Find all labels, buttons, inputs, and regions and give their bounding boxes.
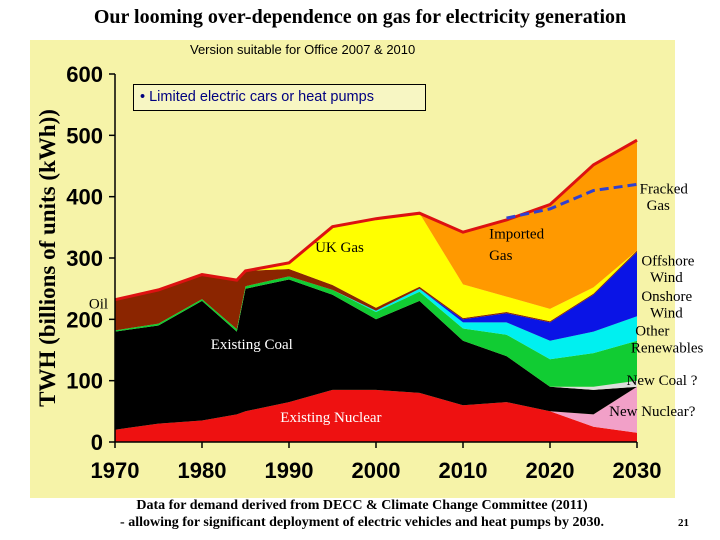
x-tick-label: 2010 — [439, 458, 488, 483]
annotation-gas: Gas — [489, 248, 512, 264]
slide-title: Our looming over-dependence on gas for e… — [93, 6, 627, 28]
annotation-new-nuclear: New Nuclear? — [609, 404, 696, 420]
y-axis-label: TWH (billions of units (kWh)) — [35, 109, 60, 407]
fracked-gas-dashed-line — [506, 182, 638, 220]
version-note: Version suitable for Office 2007 & 2010 — [190, 42, 416, 57]
annotation-oil: Oil — [89, 296, 108, 312]
annotation-group: Existing Nuclear Existing Coal Oil UK Gas Im… — [89, 182, 704, 426]
annotation-imported: Imported — [489, 226, 544, 242]
area-offshore-wind — [115, 251, 637, 341]
annotation-existing-nuclear: Existing Nuclear — [280, 410, 381, 426]
annotation-uk-gas: UK Gas — [315, 240, 364, 256]
axes-group: 0 100 200 300 400 500 600 1970 1980 1990 2000 2010 2… — [66, 62, 661, 483]
x-tick-label: 2000 — [352, 458, 401, 483]
page-number: 21 — [678, 517, 689, 529]
annotation-wind: Wind — [650, 270, 683, 286]
x-tick-label: 1980 — [178, 458, 227, 483]
annotation-fracked: Fracked — [640, 182, 689, 198]
y-tick-label: 500 — [66, 123, 103, 148]
x-tick-label: 1990 — [265, 458, 314, 483]
area-imported-gas — [115, 140, 637, 309]
y-tick-label: 0 — [91, 430, 103, 455]
y-tick-label: 300 — [66, 246, 103, 271]
total-demand-line — [114, 138, 638, 302]
area-other-renewables — [115, 276, 637, 387]
annotation-gas: Gas — [647, 198, 670, 214]
footer-line-2: - allowing for significant deployment of… — [120, 515, 604, 530]
x-tick-label: 2030 — [613, 458, 662, 483]
demand-note-box: • Limited electric cars or heat pumps — [133, 84, 426, 111]
annotation-offshore: Offshore — [641, 253, 694, 269]
annotation-wind: Wind — [650, 305, 683, 321]
area-oil — [115, 250, 637, 331]
annotation-new-coal: New Coal ? — [627, 373, 698, 389]
x-tick-label: 2020 — [526, 458, 575, 483]
x-tick-label: 1970 — [91, 458, 140, 483]
y-tick-label: 100 — [66, 369, 103, 394]
area-uk-gas — [115, 213, 637, 322]
annotation-existing-coal: Existing Coal — [211, 337, 293, 353]
y-tick-label: 600 — [66, 62, 103, 87]
area-existing-nuclear — [115, 389, 637, 442]
area-series-group — [114, 138, 638, 442]
area-onshore-wind — [115, 276, 637, 360]
footer-line-1: Data for demand derived from DECC & Clim… — [136, 498, 588, 513]
data-source-footer: Data for demand derived from DECC & Clim… — [62, 497, 662, 531]
area-existing-coal — [115, 279, 637, 430]
annotation-renewables: Renewables — [631, 340, 704, 356]
y-tick-label: 200 — [66, 307, 103, 332]
annotation-other: Other — [635, 323, 669, 339]
y-tick-label: 400 — [66, 185, 103, 210]
annotation-onshore: Onshore — [641, 289, 692, 305]
